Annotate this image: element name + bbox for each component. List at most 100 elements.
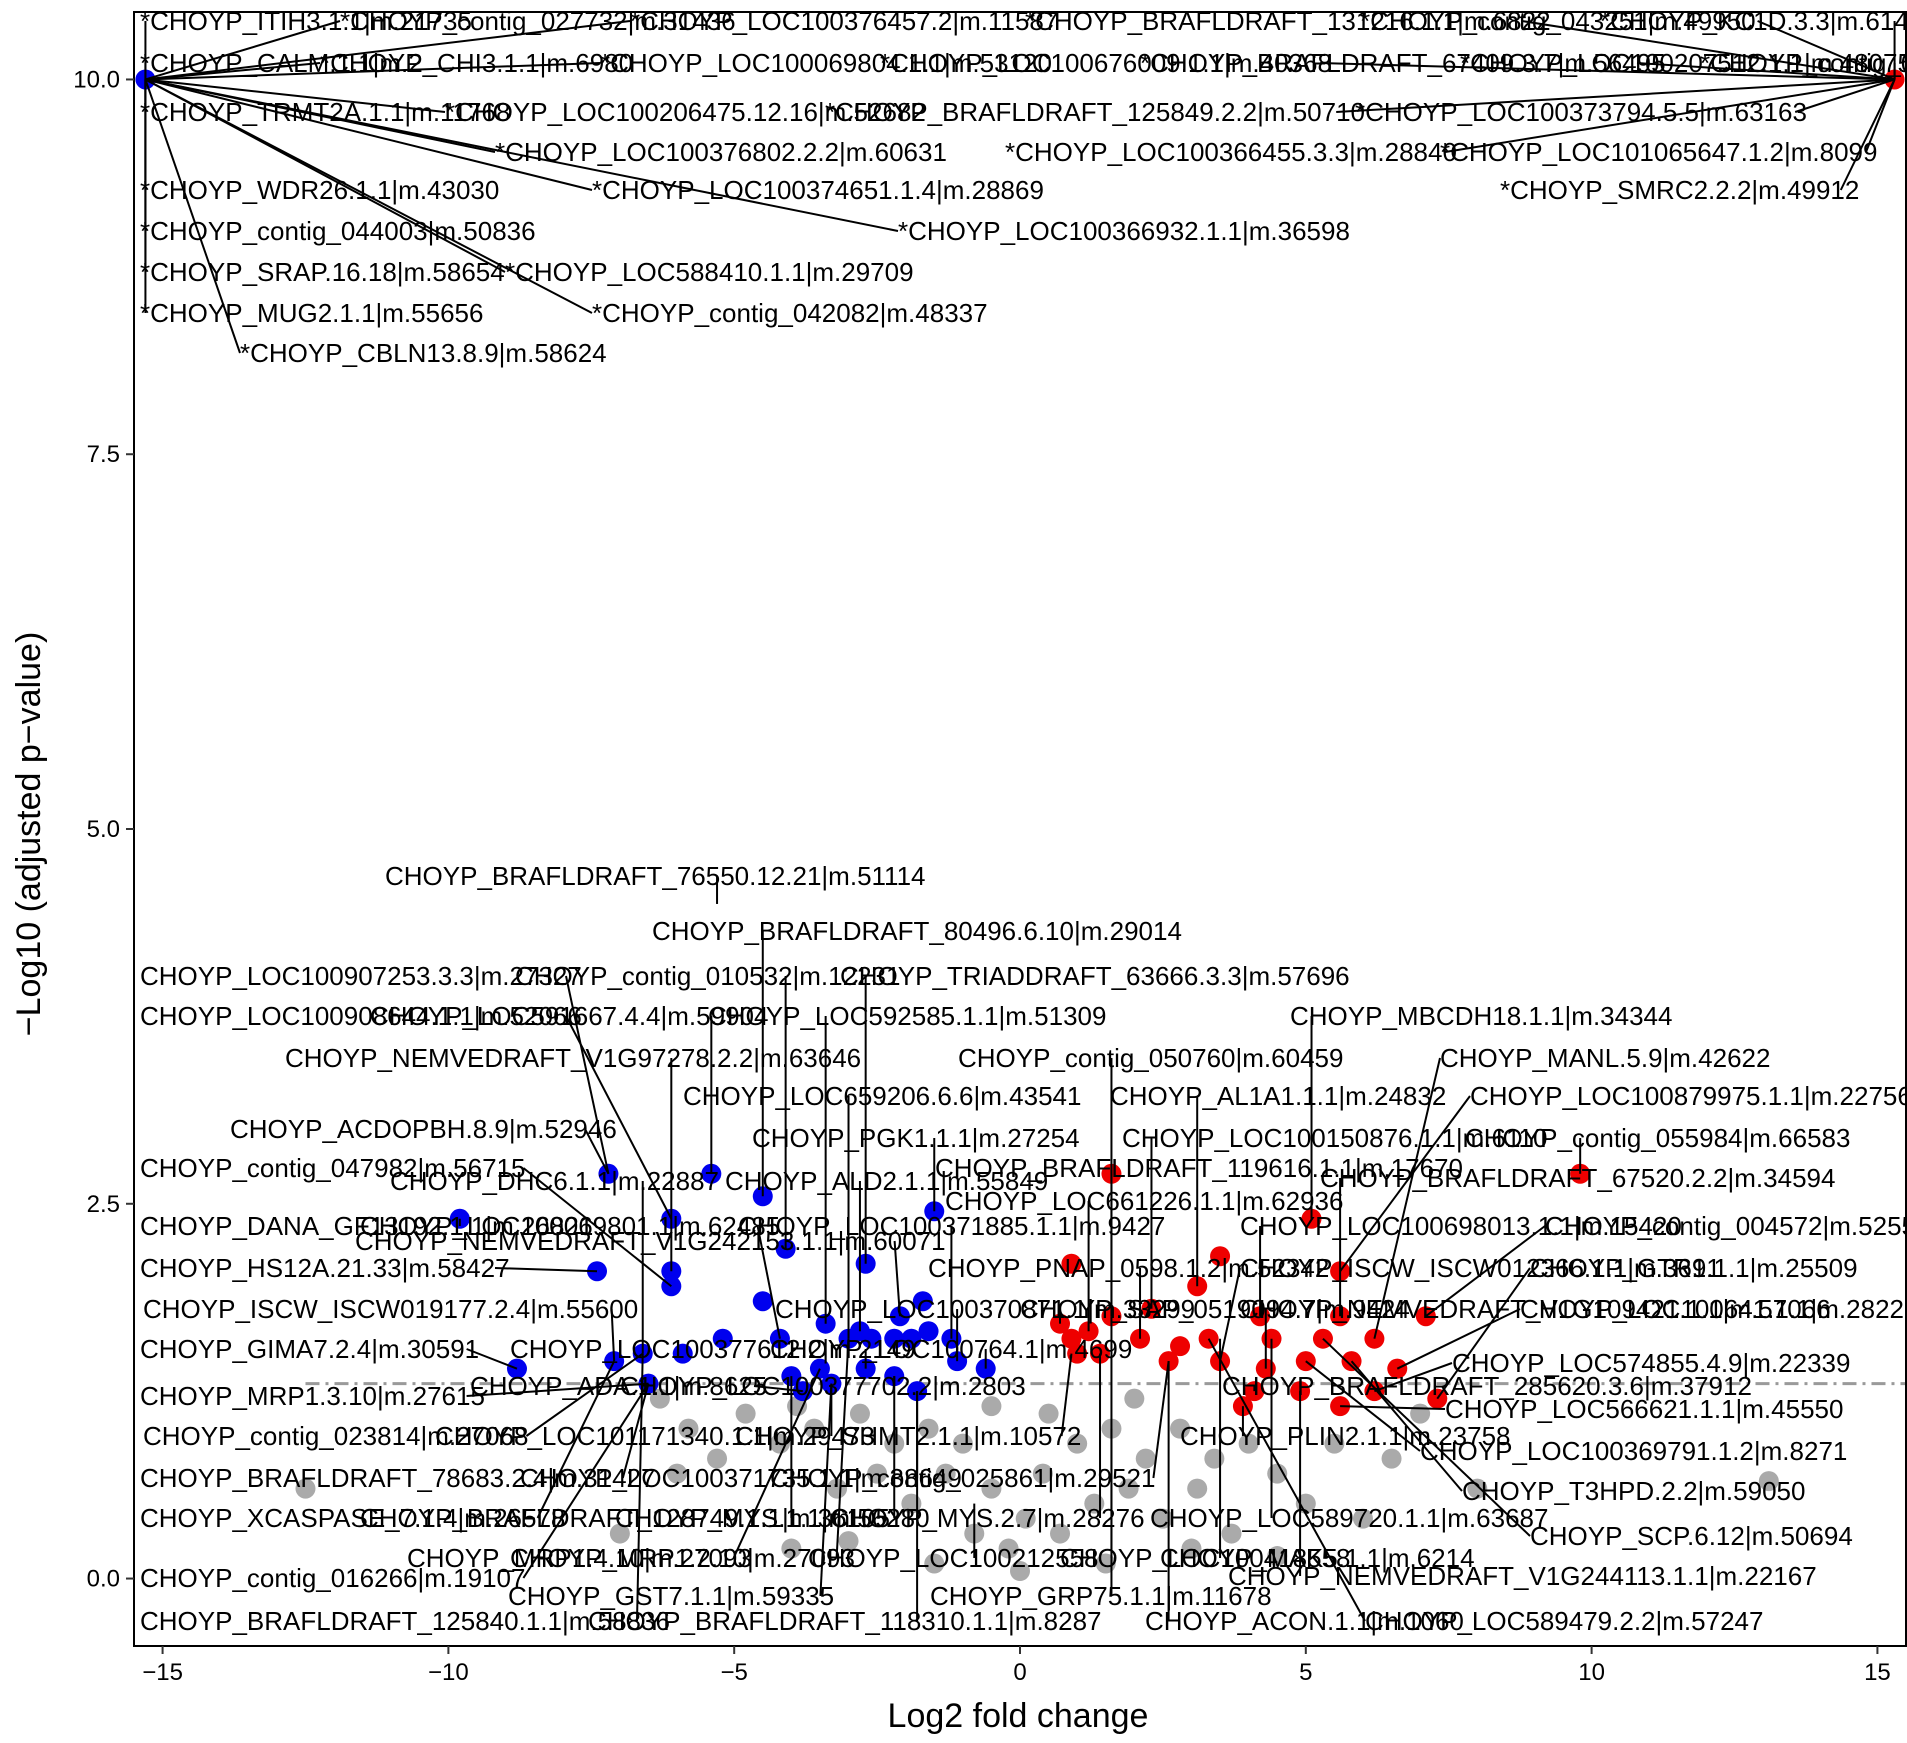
- gene-label: CHOYP_LOC100907253.3.3|m.27327: [140, 961, 582, 991]
- data-point-ns: [935, 1463, 956, 1484]
- gene-label: *CHOYP_LOC100069804.1.1|m.53120: [600, 48, 1052, 78]
- label-connector-line: [610, 1308, 616, 1362]
- data-point-ns: [1187, 1478, 1208, 1499]
- gene-label: CHOYP_contig_055984|m.66583: [1465, 1123, 1850, 1153]
- data-point-ns: [1032, 1463, 1053, 1484]
- data-point-ns: [1181, 1538, 1202, 1559]
- gene-label: CHOYP_LOC100212558: [808, 1543, 1099, 1573]
- x-tick-label: −5: [721, 1659, 748, 1686]
- gene-label: CHOYP_contig_050760|m.60459: [958, 1043, 1343, 1073]
- data-point-up: [1067, 1343, 1088, 1364]
- data-point-up: [1061, 1253, 1082, 1274]
- label-connector-line: [145, 20, 341, 81]
- gene-label: CHOYP_MYS.1.1|m.56280: [615, 1503, 930, 1533]
- gene-label: *CHOYP_LOC100376802.2.2|m.60631: [495, 137, 947, 167]
- gene-label: *CHOYP_BRAFLDRAFT_125849.2.2|m.50710: [825, 97, 1365, 127]
- gene-label: CHOYP_contig_023814|m.27068: [143, 1421, 528, 1451]
- data-point-ns: [838, 1531, 859, 1552]
- gene-label: CHOYP_NEMVEDRAFT_V1G109421.1.1|m.57066: [1240, 1294, 1831, 1324]
- label-connector-line: [145, 78, 899, 232]
- gene-label: CHOYP_GST7.1.1|m.59335: [508, 1581, 834, 1611]
- gene-label: *CHOYP_LOC100374651.1.4|m.28869: [592, 175, 1044, 205]
- y-tick-label: 5.0: [87, 816, 120, 843]
- label-connector-line: [756, 1225, 781, 1339]
- data-point-down: [712, 1328, 733, 1349]
- data-point-ns: [1010, 1561, 1030, 1582]
- gene-label: *CHOYP_LOC100207512.1.1|m.48075: [1460, 48, 1907, 78]
- data-point-ns: [1267, 1546, 1288, 1567]
- label-connector-line: [1207, 1338, 1366, 1622]
- label-connector-layer: [144, 20, 1896, 1622]
- x-tick-label: 10: [1578, 1659, 1605, 1686]
- gene-label: *CHOYP_CBLN13.8.9|m.58624: [240, 338, 607, 368]
- gene-label: *CHOYP_LOC100206475.12.16|m.52682: [445, 97, 926, 127]
- gene-label: *CHOYP_WDR26.1.1|m.43030: [140, 175, 499, 205]
- gene-label: *CHOYP_MUG2.1.1|m.55656: [140, 298, 483, 328]
- gene-label: CHOYP_LOC101171340.1.1|m.29473: [435, 1421, 875, 1451]
- label-connector-line: [565, 1015, 673, 1220]
- label-connector-line: [1336, 78, 1895, 113]
- label-connector-line: [1757, 20, 1895, 81]
- gene-label: CHOYP_LOC100371735.1.1|m.38649: [520, 1463, 962, 1493]
- data-point-ns: [678, 1418, 699, 1439]
- data-point-down: [918, 1321, 939, 1342]
- gene-label: CHOYP_LOC100150876.1.1|m.6110: [1122, 1123, 1547, 1153]
- data-point-ns: [867, 1463, 888, 1484]
- data-point-down: [912, 1291, 933, 1312]
- label-connector-line: [1425, 1225, 1546, 1317]
- gene-label: CHOYP_contig_010532|m.12231: [515, 961, 900, 991]
- gene-label: CHOYP_LOC100698013.1.1|m.15420: [1240, 1211, 1682, 1241]
- gene-label: CHOYP_ISCW_ISCW019177.2.4|m.55600: [143, 1294, 638, 1324]
- x-tick-label: 15: [1864, 1659, 1891, 1686]
- y-axis-title: −Log10 (adjusted p−value): [10, 632, 48, 1037]
- gene-label: CHOYP_BRAFLDRAFT_118310.1.1|m.8287: [588, 1606, 1102, 1636]
- label-connector-line: [753, 1385, 803, 1393]
- label-connector-line: [1445, 78, 1895, 153]
- gene-label: CHOYP_ACDOPBH.8.9|m.52946: [230, 1114, 617, 1144]
- gene-label: CHOYP_DHC6.1.1|m.22887: [390, 1166, 719, 1196]
- gene-label: CHOYP_SHMT2.1.1|m.10572: [735, 1421, 1081, 1451]
- data-point-ns: [781, 1538, 802, 1559]
- label-connector-line: [1320, 62, 1895, 81]
- label-connector-line: [145, 20, 631, 81]
- data-point-ns: [1352, 1508, 1373, 1529]
- gene-label: CHOYP_LOC589720.1.1|m.63687: [1150, 1503, 1548, 1533]
- label-connector-line: [584, 1128, 610, 1175]
- data-point-ns: [735, 1403, 756, 1424]
- label-connector-line: [536, 1360, 616, 1519]
- data-point-ns: [1381, 1448, 1402, 1469]
- data-point-down: [672, 1343, 693, 1364]
- gene-label: CHOYP_SAP_0519094.7|m.9424: [1020, 1294, 1410, 1324]
- x-axis-title: Log2 fold change: [888, 1697, 1149, 1735]
- gene-label: CHOYP_LOC100377702.2|m.2803: [620, 1371, 1026, 1401]
- data-point-ns: [1467, 1478, 1488, 1499]
- label-connector-line: [1373, 1057, 1441, 1339]
- x-tick-label: −10: [428, 1659, 469, 1686]
- gene-label: CHOYP_LOC100069801.1|m.62485: [360, 1211, 780, 1241]
- label-connector-line: [145, 78, 593, 191]
- label-connector-line: [145, 62, 601, 81]
- gene-label: *CHOYP_CHI3.1.1|m.6980: [320, 48, 633, 78]
- gene-label: CHOYP_SCP.6.12|m.50694: [1530, 1521, 1853, 1551]
- data-point-ns: [1221, 1523, 1242, 1544]
- gene-label: CHOYP_ACON.1.1|m.1060: [1145, 1606, 1464, 1636]
- gene-label: CHOYP_LOC592585.1.1|m.51309: [708, 1001, 1106, 1031]
- gene-labels-layer: *CHOYP_ITIH3.1.1|m.21735*CHOYP_contig_02…: [140, 6, 1907, 1636]
- label-connector-line: [893, 1240, 901, 1317]
- gene-label: *CHOYP_LOC100376457.2|m.11587: [630, 6, 1058, 36]
- gene-label: *CHOYP_LOC101065647.1.2|m.8099: [1440, 137, 1877, 167]
- gene-label: CHOYP_ALD2.1.1|m.55849: [725, 1166, 1048, 1196]
- gene-label: CHOYP_MAK5.1.1|m.6214: [1160, 1543, 1475, 1573]
- data-point-ns: [981, 1396, 1002, 1417]
- label-connector-line: [145, 78, 446, 113]
- gene-label: CHOYP_BRAFLDRAFT_80496.6.10|m.29014: [652, 916, 1182, 946]
- gene-label: CHOYP_NEMVEDRAFT_V1G242153.1.1|m.60071: [355, 1226, 946, 1256]
- gene-label: CHOYP_LOC574855.4.9|m.22339: [1452, 1348, 1850, 1378]
- label-connector-line: [1322, 1337, 1531, 1537]
- data-point-ns: [924, 1553, 945, 1574]
- gene-label: *CHOYP_LOC588410.1.1|m.29709: [505, 257, 914, 287]
- gene-label: CHOYP_LOC661226.1.1|m.62936: [945, 1186, 1343, 1216]
- label-connector-line: [466, 1348, 518, 1370]
- gene-label: CHOYP_GIMA7.2.4|m.30591: [140, 1334, 479, 1364]
